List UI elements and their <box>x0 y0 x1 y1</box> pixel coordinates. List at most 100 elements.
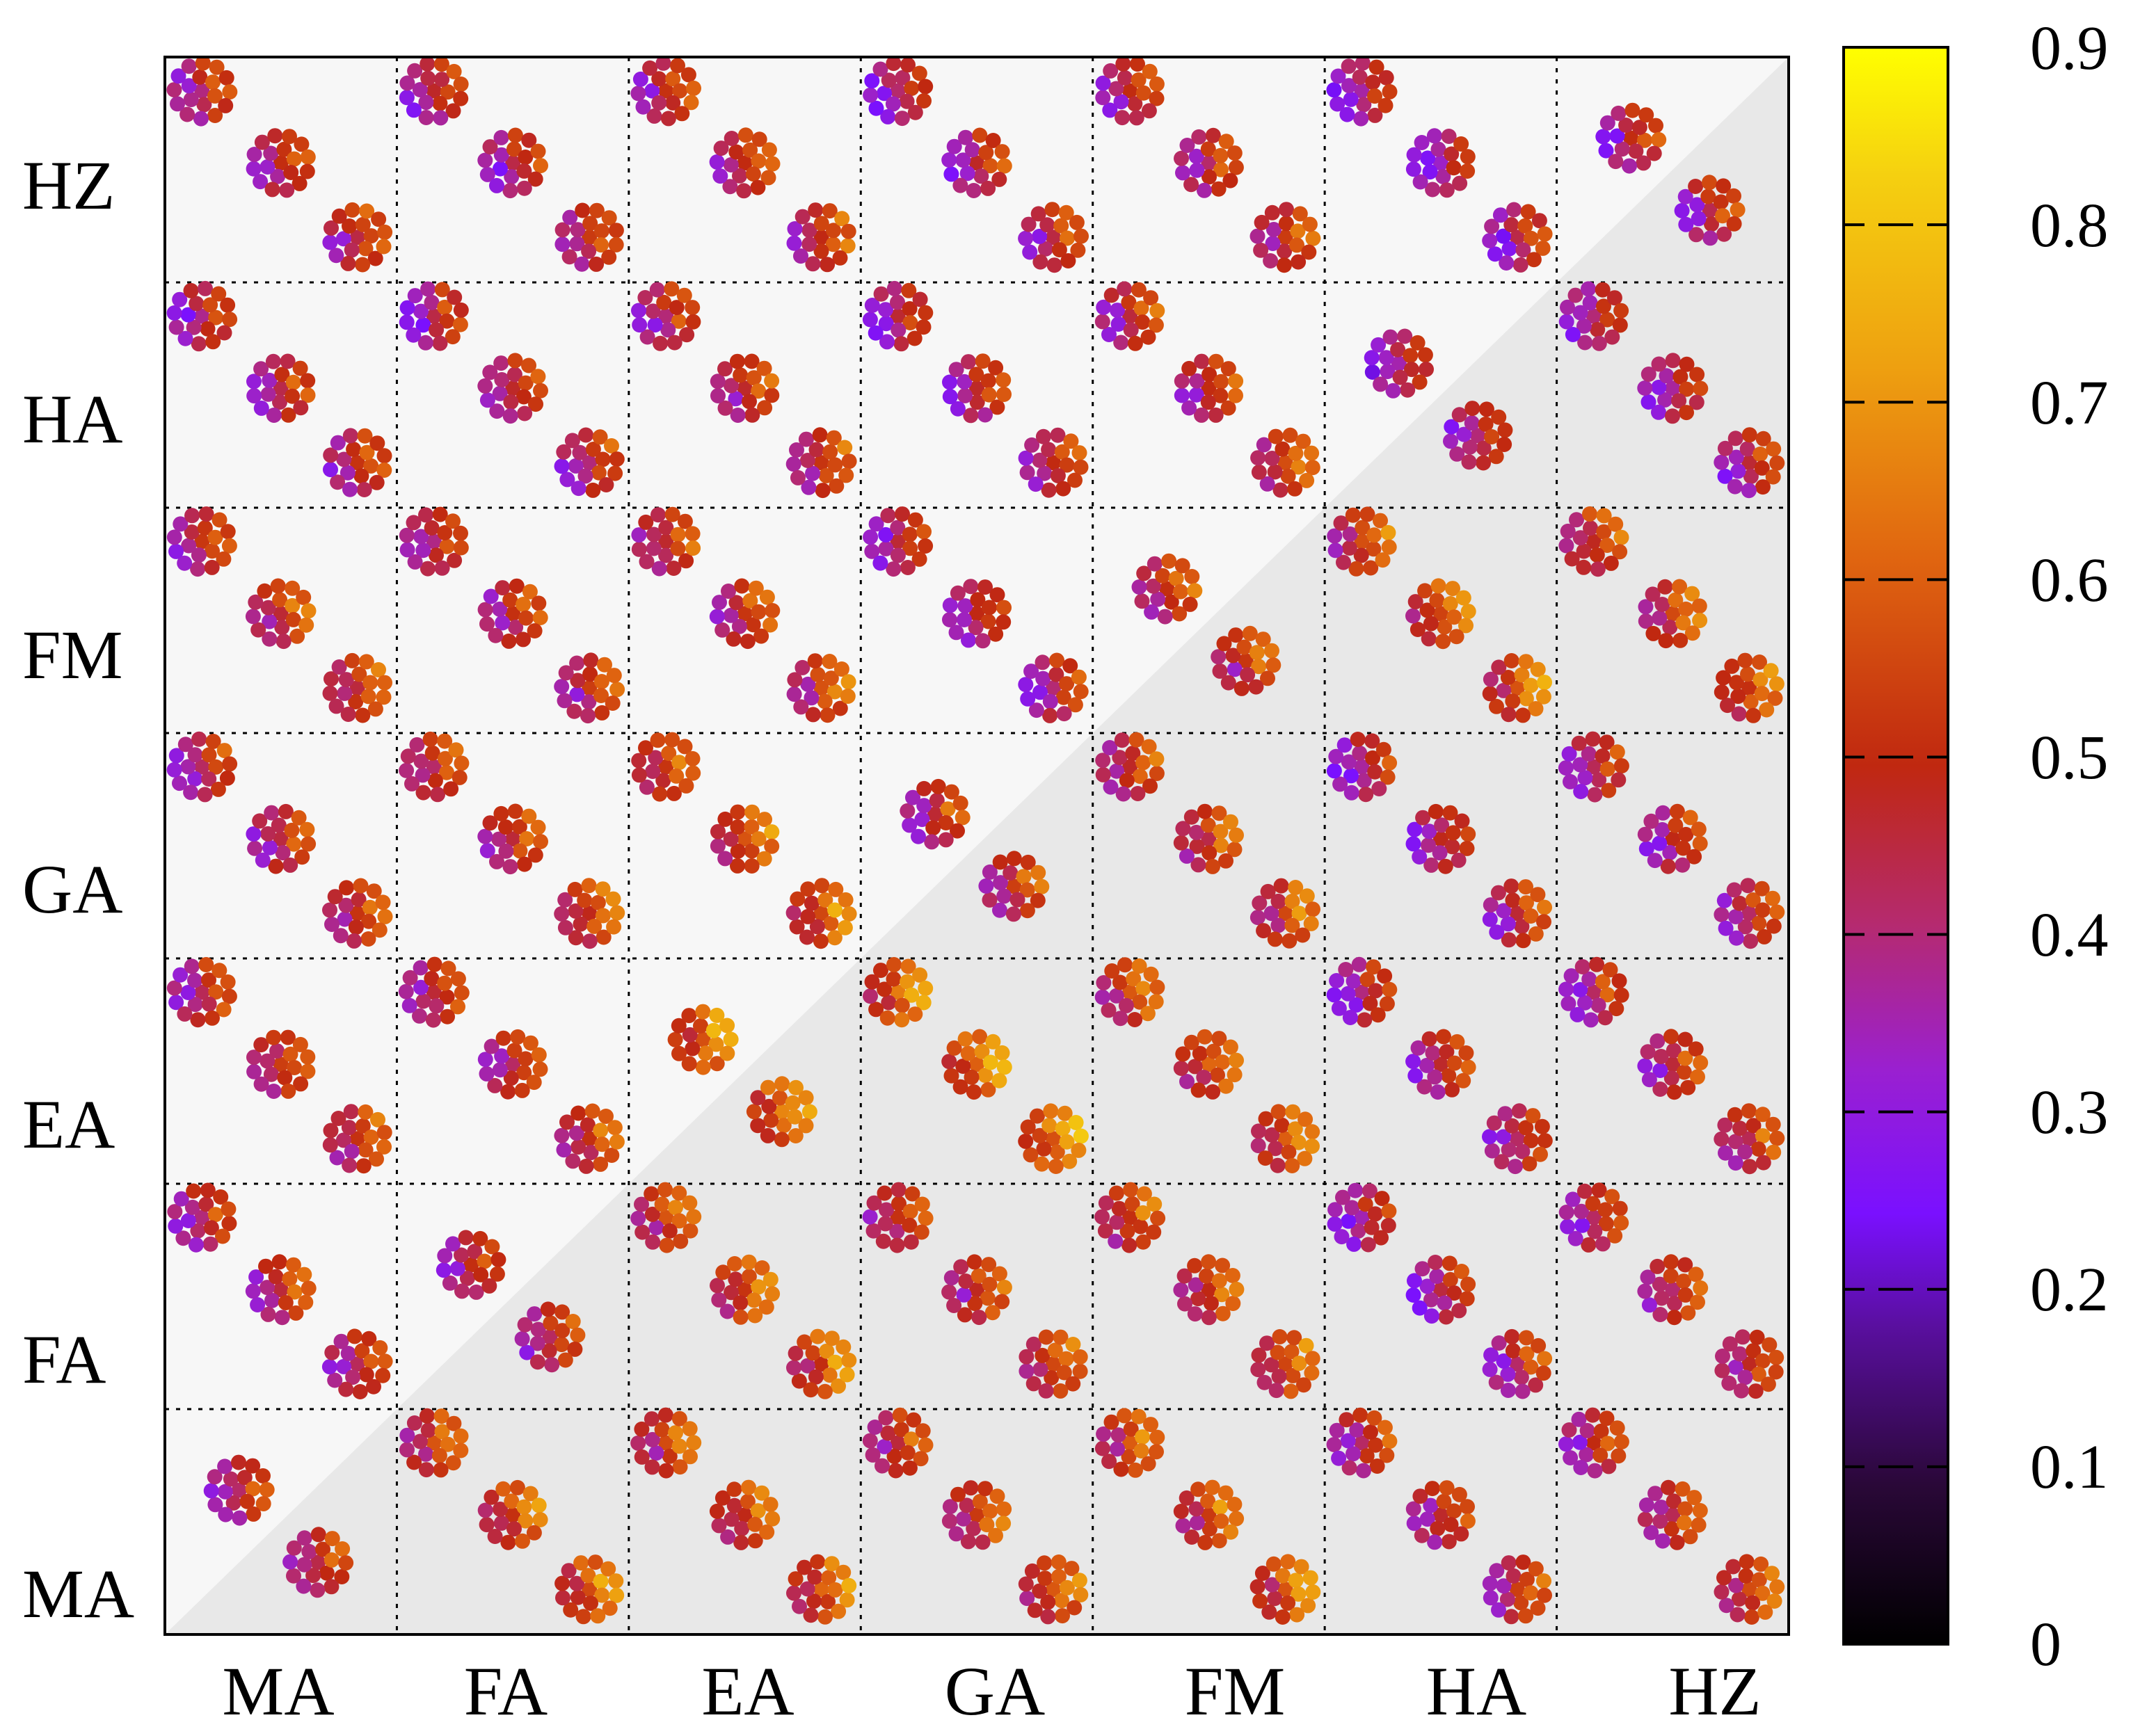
atom-point <box>1652 1307 1668 1322</box>
atom-point <box>367 701 383 717</box>
atom-point <box>305 1568 321 1584</box>
atom-point <box>805 256 821 272</box>
atom-point <box>985 133 1001 148</box>
atom-point <box>184 1199 200 1215</box>
atom-point <box>658 1435 674 1451</box>
atom-point <box>746 1292 762 1308</box>
atom-point <box>407 288 423 304</box>
atom-point <box>877 86 892 102</box>
atom-point <box>1208 407 1224 423</box>
atom-point <box>959 1497 975 1513</box>
atom-point <box>1345 507 1361 523</box>
atom-point <box>1638 841 1654 857</box>
atom-point <box>1651 356 1667 372</box>
molecule-EA-HA-2 <box>785 427 857 499</box>
atom-point <box>808 202 824 218</box>
atom-point <box>1669 803 1685 819</box>
atom-point <box>742 593 758 609</box>
atom-point <box>1124 1196 1140 1212</box>
atom-point <box>671 313 687 329</box>
atom-point <box>434 72 450 88</box>
atom-point <box>412 82 428 97</box>
atom-point <box>1197 182 1212 198</box>
atom-point <box>879 1202 894 1218</box>
atom-point <box>1496 1353 1512 1369</box>
atom-point <box>517 405 533 421</box>
atom-point <box>1043 1103 1059 1119</box>
atom-point <box>570 673 586 689</box>
atom-point <box>593 1156 609 1172</box>
atom-point <box>1573 784 1589 799</box>
atom-point <box>1754 881 1770 897</box>
atom-point <box>1446 609 1462 625</box>
atom-point <box>1190 1082 1206 1098</box>
atom-point <box>453 77 469 92</box>
atom-point <box>1678 826 1694 842</box>
atom-point <box>1645 586 1661 602</box>
molecule-EA-MA-0 <box>630 1407 702 1479</box>
atom-point <box>418 110 434 125</box>
atom-point <box>1284 893 1300 909</box>
molecule-FM-HA-1 <box>1174 353 1244 423</box>
atom-point <box>1133 300 1149 316</box>
atom-point <box>1220 400 1236 416</box>
atom-point <box>415 542 431 558</box>
molecule-HA-MA-1 <box>1405 1480 1476 1550</box>
atom-point <box>1665 380 1681 396</box>
atom-point <box>331 659 347 675</box>
atom-point <box>1491 659 1507 675</box>
atom-point <box>578 1158 594 1174</box>
atom-point <box>1451 852 1467 868</box>
atom-point <box>280 1029 296 1045</box>
atom-point <box>658 1463 674 1479</box>
atom-point <box>208 759 224 775</box>
atom-point <box>1444 839 1460 855</box>
atom-point <box>418 507 433 523</box>
atom-point <box>1112 1011 1128 1027</box>
atom-point <box>280 353 296 369</box>
atom-point <box>1218 134 1234 150</box>
atom-point <box>894 997 910 1013</box>
atom-point <box>1267 464 1283 480</box>
atom-point <box>1577 335 1593 351</box>
atom-point <box>1145 578 1161 594</box>
atom-point <box>358 1367 374 1383</box>
atom-point <box>1643 1525 1659 1541</box>
atom-point <box>1168 570 1184 586</box>
molecule-HZ-FM-2 <box>1714 652 1784 723</box>
atom-point <box>1403 348 1419 364</box>
atom-point <box>873 286 889 302</box>
atom-point <box>1280 1554 1296 1570</box>
atom-point <box>1517 218 1533 234</box>
atom-point <box>794 209 811 225</box>
molecule-FM-MA-1 <box>1173 1479 1245 1550</box>
atom-point <box>1291 459 1307 475</box>
y-tick-label-HZ: HZ <box>22 147 115 224</box>
atom-point <box>1121 1449 1137 1465</box>
atom-point <box>1518 654 1534 670</box>
atom-point <box>1730 1607 1746 1623</box>
atom-point <box>1714 1131 1730 1147</box>
atom-point <box>1173 1061 1189 1076</box>
atom-point <box>1680 1305 1696 1321</box>
atom-point <box>299 163 315 179</box>
atom-point <box>458 1230 474 1246</box>
atom-point <box>902 540 918 556</box>
atom-point <box>1612 1200 1628 1216</box>
atom-point <box>495 615 511 631</box>
atom-point <box>840 674 856 690</box>
atom-point <box>632 317 648 333</box>
atom-point <box>377 908 393 924</box>
atom-point <box>681 1008 697 1024</box>
atom-point <box>1417 583 1433 599</box>
atom-point <box>301 1543 317 1559</box>
atom-point <box>1204 1479 1220 1495</box>
atom-point <box>864 543 880 559</box>
atom-point <box>246 1063 262 1079</box>
molecule-FA-FM-0 <box>399 506 469 577</box>
atom-point <box>1288 1573 1304 1589</box>
atom-point <box>673 1233 689 1249</box>
atom-point <box>713 140 729 156</box>
atom-point <box>650 507 666 523</box>
atom-point <box>895 506 910 522</box>
